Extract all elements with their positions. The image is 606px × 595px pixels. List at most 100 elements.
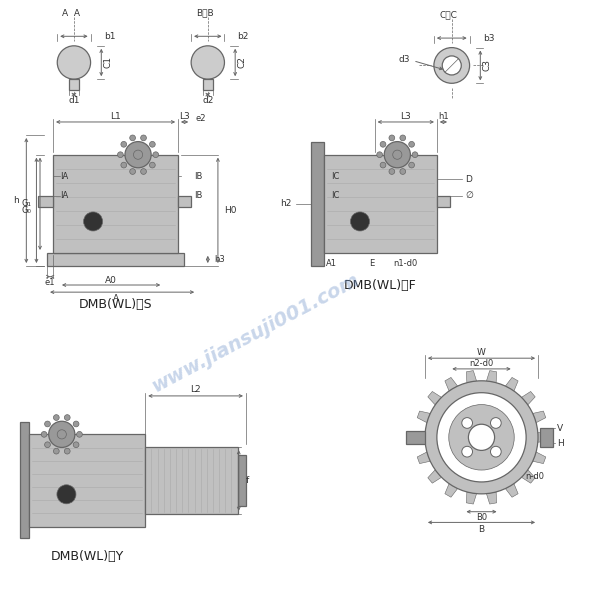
Polygon shape bbox=[505, 377, 518, 391]
Circle shape bbox=[393, 150, 402, 159]
Text: h: h bbox=[13, 196, 19, 205]
Circle shape bbox=[400, 135, 405, 141]
Text: A: A bbox=[113, 293, 119, 303]
Circle shape bbox=[408, 142, 415, 147]
Text: f: f bbox=[246, 476, 249, 485]
Polygon shape bbox=[417, 411, 430, 422]
Text: DMB(WL)－F: DMB(WL)－F bbox=[344, 279, 417, 292]
Circle shape bbox=[57, 46, 90, 79]
Text: L3: L3 bbox=[179, 111, 190, 121]
Text: A1: A1 bbox=[325, 259, 336, 268]
Circle shape bbox=[437, 393, 526, 482]
Circle shape bbox=[45, 442, 50, 447]
Text: d2: d2 bbox=[202, 96, 213, 105]
Text: b3: b3 bbox=[483, 33, 494, 43]
Text: h3: h3 bbox=[214, 255, 224, 264]
Text: IC: IC bbox=[331, 172, 340, 181]
Bar bbox=[20, 422, 29, 538]
Circle shape bbox=[400, 168, 405, 174]
Circle shape bbox=[141, 168, 147, 174]
Circle shape bbox=[41, 431, 47, 437]
Text: h2: h2 bbox=[280, 199, 291, 208]
Circle shape bbox=[449, 405, 514, 470]
Circle shape bbox=[462, 446, 473, 457]
Bar bbox=[406, 431, 425, 444]
Circle shape bbox=[412, 152, 418, 158]
Circle shape bbox=[64, 448, 70, 454]
Text: C1: C1 bbox=[104, 57, 113, 68]
Text: b2: b2 bbox=[238, 32, 249, 41]
Circle shape bbox=[384, 142, 410, 168]
Polygon shape bbox=[487, 492, 497, 504]
Text: DMB(WL)－S: DMB(WL)－S bbox=[79, 298, 152, 311]
Text: L1: L1 bbox=[110, 111, 121, 121]
Bar bbox=[69, 79, 79, 90]
Text: DMB(WL)－Y: DMB(WL)－Y bbox=[51, 550, 124, 563]
Circle shape bbox=[153, 152, 159, 158]
Circle shape bbox=[48, 421, 75, 447]
Circle shape bbox=[191, 46, 224, 79]
Text: n1-d0: n1-d0 bbox=[393, 259, 418, 268]
Text: H: H bbox=[557, 439, 564, 448]
Text: d3: d3 bbox=[399, 55, 410, 64]
Text: L3: L3 bbox=[401, 111, 411, 121]
Circle shape bbox=[84, 212, 102, 231]
Circle shape bbox=[130, 135, 136, 141]
Circle shape bbox=[73, 442, 79, 447]
Text: e1: e1 bbox=[45, 278, 55, 287]
Text: G₁: G₁ bbox=[22, 199, 32, 208]
Text: A0: A0 bbox=[105, 275, 117, 285]
Circle shape bbox=[150, 142, 155, 147]
Circle shape bbox=[389, 168, 395, 174]
Text: IB: IB bbox=[194, 172, 202, 181]
Text: e2: e2 bbox=[196, 114, 207, 123]
Circle shape bbox=[133, 150, 142, 159]
Text: IA: IA bbox=[59, 172, 68, 181]
Polygon shape bbox=[445, 377, 458, 391]
Circle shape bbox=[490, 418, 501, 428]
Bar bbox=[541, 428, 553, 447]
Polygon shape bbox=[522, 392, 535, 405]
Text: C2: C2 bbox=[238, 57, 247, 68]
Circle shape bbox=[442, 56, 461, 75]
Circle shape bbox=[53, 448, 59, 454]
Bar bbox=[29, 434, 145, 527]
Text: V: V bbox=[557, 424, 563, 433]
Circle shape bbox=[53, 415, 59, 421]
Bar bbox=[38, 196, 53, 207]
Polygon shape bbox=[467, 492, 476, 504]
Circle shape bbox=[121, 162, 127, 168]
Text: L2: L2 bbox=[190, 386, 201, 394]
Bar bbox=[203, 79, 213, 90]
Text: A  A: A A bbox=[62, 8, 80, 18]
Polygon shape bbox=[417, 452, 430, 464]
Circle shape bbox=[45, 421, 50, 427]
Circle shape bbox=[389, 135, 395, 141]
Circle shape bbox=[130, 168, 136, 174]
Text: C3: C3 bbox=[483, 60, 492, 71]
Text: B0: B0 bbox=[476, 513, 487, 522]
Text: ∅: ∅ bbox=[465, 192, 473, 201]
Circle shape bbox=[425, 381, 538, 494]
Circle shape bbox=[380, 142, 386, 147]
Bar bbox=[311, 142, 324, 266]
Text: d1: d1 bbox=[68, 96, 79, 105]
Circle shape bbox=[350, 212, 370, 231]
Bar bbox=[47, 253, 184, 266]
Text: H0: H0 bbox=[224, 206, 236, 215]
Polygon shape bbox=[533, 452, 546, 464]
Text: G₀: G₀ bbox=[22, 206, 32, 215]
Polygon shape bbox=[445, 484, 458, 497]
Circle shape bbox=[76, 431, 82, 437]
Text: B－B: B－B bbox=[196, 8, 214, 18]
Circle shape bbox=[57, 430, 67, 439]
Text: n-d0: n-d0 bbox=[525, 472, 544, 481]
Circle shape bbox=[380, 162, 386, 168]
Circle shape bbox=[468, 424, 494, 450]
Text: IA: IA bbox=[59, 192, 68, 201]
Circle shape bbox=[408, 162, 415, 168]
Text: W: W bbox=[477, 347, 486, 357]
Circle shape bbox=[57, 485, 76, 504]
Polygon shape bbox=[505, 484, 518, 497]
Text: n2-d0: n2-d0 bbox=[470, 359, 494, 368]
